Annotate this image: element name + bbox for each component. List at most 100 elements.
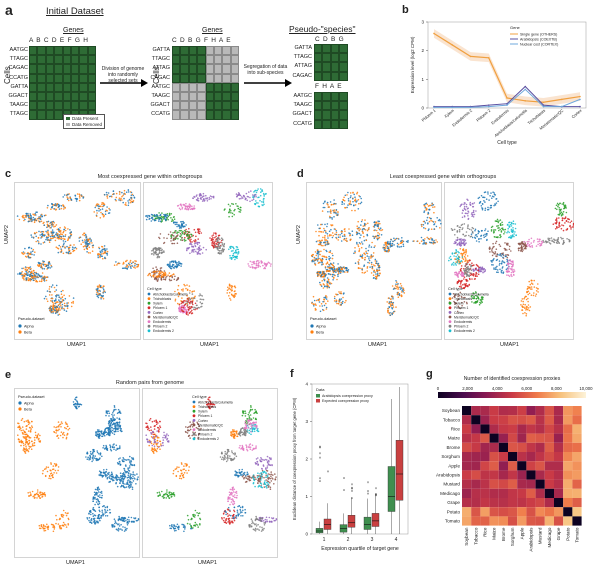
umap-point bbox=[39, 234, 41, 236]
umap-point bbox=[320, 250, 322, 253]
umap-point bbox=[363, 252, 365, 255]
umap-point bbox=[202, 246, 205, 249]
umap-point bbox=[558, 211, 561, 213]
umap-point bbox=[478, 196, 481, 199]
umap-point bbox=[30, 234, 32, 236]
grid-cell bbox=[230, 91, 240, 102]
umap-point bbox=[127, 520, 129, 523]
umap-point bbox=[101, 435, 104, 438]
umap-point bbox=[104, 257, 106, 260]
umap-point bbox=[45, 238, 47, 241]
umap-point bbox=[397, 291, 400, 294]
umap-point bbox=[256, 189, 258, 192]
umap-point bbox=[255, 200, 257, 202]
umap-point bbox=[399, 288, 402, 290]
umap-point bbox=[552, 223, 555, 225]
umap-point bbox=[344, 228, 346, 230]
umap-point bbox=[324, 273, 327, 275]
umap-point bbox=[540, 240, 543, 243]
umap-point bbox=[98, 205, 101, 208]
umap-point bbox=[514, 231, 516, 233]
umap-point bbox=[429, 204, 432, 207]
umap-point bbox=[96, 285, 99, 288]
ps2-columns: F H A E bbox=[315, 83, 342, 90]
umap-point bbox=[199, 293, 201, 295]
grid-cell bbox=[29, 64, 38, 74]
umap-point bbox=[517, 248, 520, 250]
umap-point bbox=[393, 310, 395, 313]
umap-point bbox=[470, 235, 473, 237]
umap-point bbox=[153, 276, 155, 278]
umap-point bbox=[500, 270, 503, 272]
grid-cell bbox=[322, 53, 331, 63]
umap-point bbox=[203, 195, 205, 197]
umap-point bbox=[173, 273, 175, 276]
umap-point bbox=[493, 268, 495, 270]
umap-point bbox=[327, 265, 329, 268]
umap-point bbox=[31, 236, 33, 238]
umap-point bbox=[153, 251, 155, 253]
umap-point bbox=[339, 236, 341, 238]
umap-point bbox=[462, 284, 464, 286]
umap-point bbox=[377, 220, 379, 222]
umap-point bbox=[313, 260, 315, 263]
umap-point bbox=[123, 189, 126, 192]
umap-point bbox=[96, 433, 99, 435]
umap-point bbox=[153, 214, 156, 216]
umap-point bbox=[89, 521, 92, 523]
umap-point bbox=[49, 221, 52, 224]
umap-point bbox=[239, 194, 242, 197]
umap-point bbox=[527, 304, 530, 306]
grid-cell bbox=[322, 62, 331, 72]
umap-frame bbox=[444, 182, 574, 340]
umap-point bbox=[208, 198, 210, 201]
umap-point bbox=[42, 231, 45, 233]
umap-point bbox=[480, 300, 483, 302]
umap-point bbox=[57, 523, 60, 525]
umap-point bbox=[134, 267, 136, 269]
umap-point bbox=[328, 230, 331, 233]
umap-point bbox=[161, 252, 163, 255]
umap-point bbox=[45, 295, 47, 298]
umap-point bbox=[503, 247, 506, 250]
umap-point bbox=[44, 263, 47, 266]
umap-point bbox=[397, 293, 399, 295]
umap-point bbox=[195, 235, 197, 238]
umap-point bbox=[523, 244, 525, 246]
umap-point bbox=[126, 267, 129, 270]
umap-point bbox=[185, 202, 187, 205]
umap-point bbox=[393, 244, 395, 246]
umap-point bbox=[167, 233, 170, 236]
umap-point bbox=[341, 267, 343, 269]
umap-point bbox=[340, 291, 342, 293]
umap-point bbox=[194, 295, 196, 298]
umap-point bbox=[194, 308, 196, 311]
umap-point bbox=[392, 288, 395, 290]
umap-point bbox=[186, 311, 188, 313]
umap-point bbox=[133, 521, 135, 523]
umap-point bbox=[137, 518, 140, 520]
umap-point bbox=[184, 205, 187, 207]
umap-point bbox=[95, 520, 98, 523]
umap-point bbox=[178, 227, 181, 229]
umap-point bbox=[193, 207, 196, 210]
umap-point bbox=[86, 244, 89, 246]
umap-point bbox=[511, 230, 513, 233]
umap-point bbox=[331, 216, 333, 219]
umap-point bbox=[321, 210, 324, 212]
umap-point bbox=[512, 271, 515, 274]
umap-point bbox=[51, 231, 53, 234]
umap-point bbox=[343, 196, 345, 199]
umap-point bbox=[482, 196, 485, 199]
umap-point bbox=[206, 197, 209, 199]
umap-point bbox=[370, 246, 373, 248]
umap-point bbox=[60, 248, 62, 250]
umap-point bbox=[177, 234, 179, 236]
umap-point bbox=[389, 244, 392, 247]
umap-point bbox=[239, 206, 242, 209]
grid-cell bbox=[37, 55, 46, 65]
umap-point bbox=[259, 199, 261, 202]
grid-cell bbox=[205, 73, 214, 83]
umap-point bbox=[43, 525, 45, 527]
umap-point bbox=[569, 221, 571, 224]
